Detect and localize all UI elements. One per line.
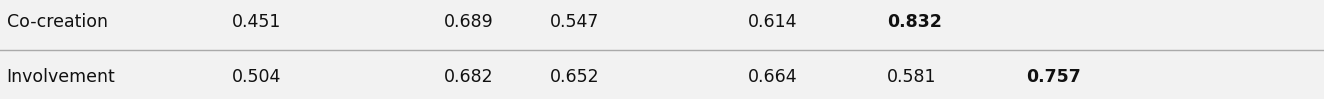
Text: 0.581: 0.581 xyxy=(887,68,936,86)
Text: 0.451: 0.451 xyxy=(232,13,281,31)
Text: 0.757: 0.757 xyxy=(1026,68,1080,86)
Text: 0.614: 0.614 xyxy=(748,13,797,31)
Text: 0.682: 0.682 xyxy=(444,68,493,86)
Text: Involvement: Involvement xyxy=(7,68,115,86)
Text: 0.689: 0.689 xyxy=(444,13,494,31)
Text: 0.664: 0.664 xyxy=(748,68,797,86)
Text: 0.652: 0.652 xyxy=(549,68,598,86)
Text: 0.504: 0.504 xyxy=(232,68,281,86)
Text: Co-creation: Co-creation xyxy=(7,13,107,31)
Text: 0.832: 0.832 xyxy=(887,13,941,31)
Text: 0.547: 0.547 xyxy=(549,13,598,31)
